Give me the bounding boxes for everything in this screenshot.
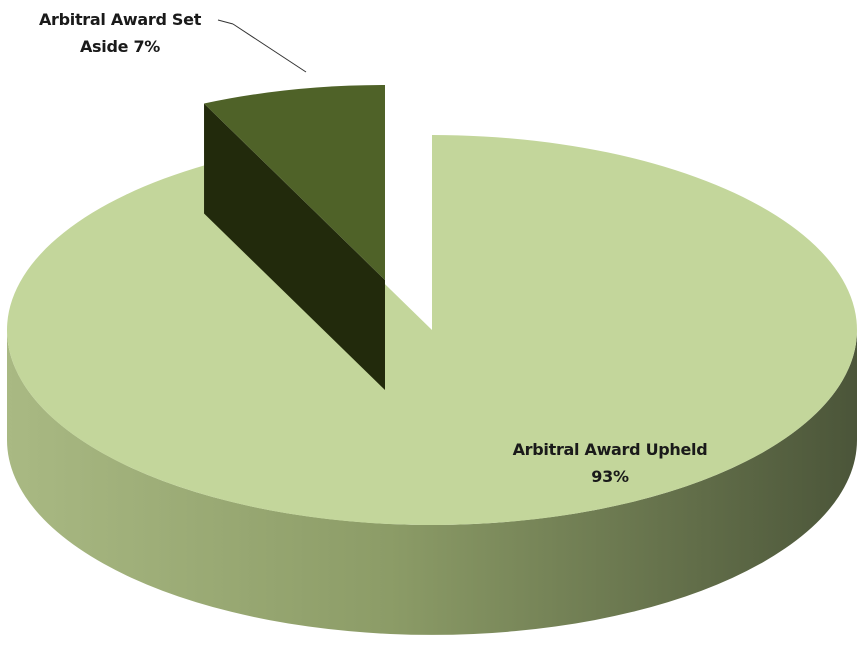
slice-wall: [204, 103, 385, 390]
slice: [204, 85, 385, 280]
leader-line: [232, 23, 307, 73]
category-label: Arbitral Award Upheld: [512, 440, 708, 459]
category-label: Arbitral Award Set Aside: [38, 10, 202, 56]
data-label: Arbitral Award Set Aside 7%: [22, 6, 218, 60]
value-label: 7%: [133, 37, 161, 56]
slice-side: [7, 330, 857, 635]
slice: [7, 135, 858, 525]
data-label: Arbitral Award Upheld 93%: [470, 436, 750, 490]
value-label: 93%: [591, 467, 629, 486]
leader-line: [217, 19, 234, 25]
